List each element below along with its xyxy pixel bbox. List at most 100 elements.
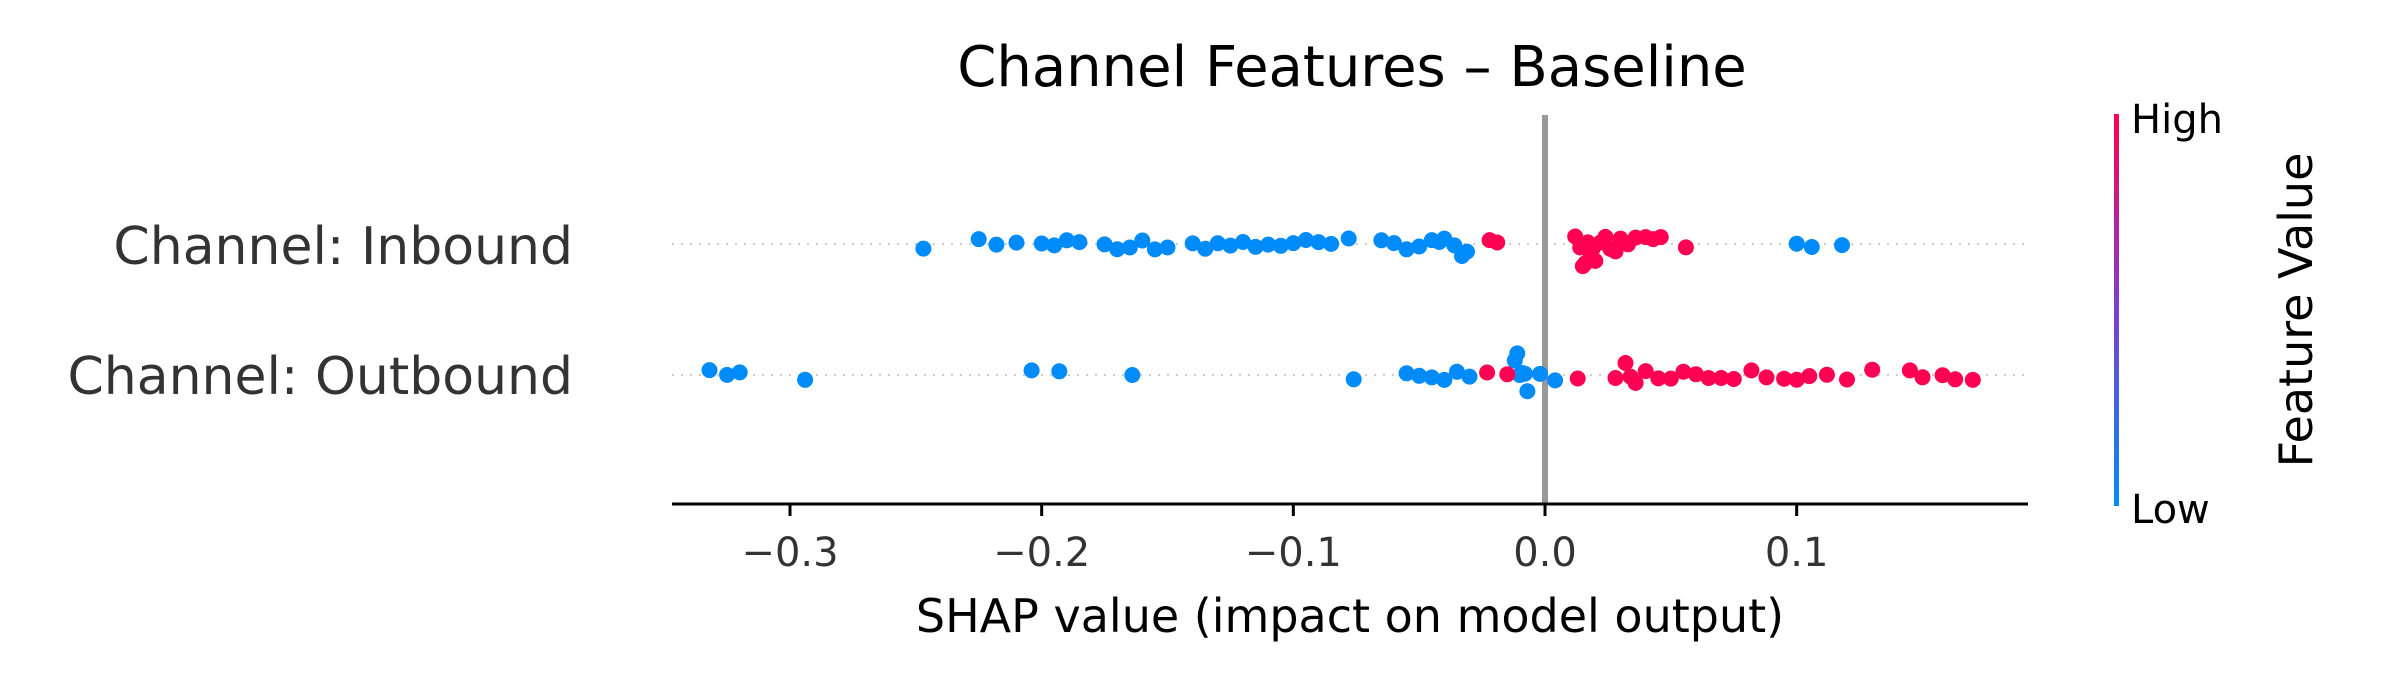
point-outbound-high xyxy=(1947,371,1964,388)
point-outbound-high xyxy=(1713,370,1730,386)
point-inbound-high xyxy=(1597,228,1614,245)
point-inbound-low xyxy=(970,231,987,248)
point-outbound-high xyxy=(1607,370,1624,386)
point-outbound-high xyxy=(1758,369,1775,386)
data-points xyxy=(701,228,1981,400)
point-inbound-low xyxy=(1247,238,1264,255)
x-tick-label: −0.1 xyxy=(1245,530,1342,576)
point-outbound-high xyxy=(1617,355,1634,371)
point-inbound-low xyxy=(1134,232,1151,249)
point-outbound-high xyxy=(1801,368,1818,385)
point-outbound-high xyxy=(1901,362,1918,379)
point-inbound-low xyxy=(1159,239,1176,256)
point-inbound-low xyxy=(1310,234,1327,251)
colorbar: High Low Feature Value xyxy=(2114,97,2323,533)
point-outbound-low xyxy=(1124,367,1141,383)
point-outbound-low xyxy=(1423,369,1440,386)
point-outbound-high xyxy=(1627,374,1644,391)
point-outbound-high xyxy=(1776,370,1793,387)
point-inbound-high xyxy=(1587,252,1604,269)
point-outbound-low xyxy=(1461,368,1478,385)
point-outbound-low xyxy=(701,362,718,379)
point-inbound-low xyxy=(1046,237,1063,254)
point-inbound-low xyxy=(1323,235,1340,252)
point-outbound-low xyxy=(1411,367,1428,384)
point-outbound-high xyxy=(1788,371,1805,388)
point-outbound-low xyxy=(1532,365,1548,382)
point-inbound-low xyxy=(1272,237,1289,254)
point-inbound-high xyxy=(1652,229,1669,246)
x-tick-label: −0.2 xyxy=(993,530,1090,576)
point-outbound-high xyxy=(1700,370,1717,386)
point-outbound-high xyxy=(1479,364,1496,381)
colorbar-title: Feature Value xyxy=(2269,153,2323,468)
point-inbound-low xyxy=(1184,235,1201,252)
point-outbound-high xyxy=(1499,366,1516,383)
point-outbound-high xyxy=(1743,362,1760,379)
point-inbound-low xyxy=(1373,232,1390,249)
point-inbound-low xyxy=(1411,238,1428,255)
point-outbound-high xyxy=(1637,363,1654,380)
feature-labels: Channel: Inbound Channel: Outbound xyxy=(67,217,573,407)
point-outbound-low xyxy=(1516,365,1533,382)
point-outbound-high xyxy=(1864,361,1881,378)
x-ticks: −0.3 −0.2 −0.1 0.0 0.1 xyxy=(741,504,1828,576)
point-inbound-high xyxy=(1489,234,1506,251)
point-inbound-low xyxy=(1071,234,1088,251)
point-inbound-low xyxy=(1008,234,1025,251)
x-tick-label: 0.0 xyxy=(1513,530,1577,576)
point-outbound-high xyxy=(1839,371,1855,388)
chart-title: Channel Features – Baseline xyxy=(957,35,1747,100)
point-outbound-low xyxy=(719,366,736,383)
point-inbound-low xyxy=(1834,237,1850,254)
point-inbound-low xyxy=(1033,235,1050,252)
point-outbound-low xyxy=(1398,365,1415,382)
point-outbound-high xyxy=(1818,366,1835,383)
point-inbound-low xyxy=(1285,235,1302,252)
feature-label-outbound: Channel: Outbound xyxy=(67,347,573,407)
point-inbound-low xyxy=(1788,235,1805,252)
point-inbound-low xyxy=(1459,243,1475,260)
point-inbound-low xyxy=(1398,241,1415,258)
point-inbound-high xyxy=(1607,243,1624,260)
point-outbound-low xyxy=(1519,383,1536,400)
point-inbound-low xyxy=(1297,232,1314,248)
point-outbound-high xyxy=(1675,363,1692,380)
point-outbound-low xyxy=(1509,345,1526,362)
point-inbound-low xyxy=(1260,236,1277,253)
point-outbound-low xyxy=(731,364,748,381)
point-inbound-high xyxy=(1677,239,1694,256)
point-inbound-low xyxy=(1386,235,1402,252)
point-inbound-low xyxy=(1340,230,1357,247)
point-inbound-low xyxy=(1803,239,1820,255)
point-inbound-low xyxy=(1197,240,1214,257)
point-inbound-low xyxy=(1146,241,1163,258)
point-outbound-high xyxy=(1688,366,1704,383)
point-outbound-high xyxy=(1914,369,1931,386)
point-inbound-low xyxy=(1235,234,1251,250)
point-outbound-low xyxy=(1023,362,1040,379)
point-outbound-low xyxy=(1436,371,1453,388)
feature-label-inbound: Channel: Inbound xyxy=(113,217,573,277)
point-outbound-low xyxy=(1345,371,1362,388)
colorbar-high-label: High xyxy=(2131,97,2223,143)
point-inbound-low xyxy=(1121,239,1138,256)
point-outbound-high xyxy=(1964,371,1981,388)
point-inbound-low xyxy=(915,240,932,257)
point-outbound-high xyxy=(1934,367,1951,384)
point-inbound-low xyxy=(1209,235,1226,252)
point-outbound-high xyxy=(1569,370,1586,387)
point-outbound-low xyxy=(797,371,814,388)
point-inbound-low xyxy=(988,236,1005,253)
x-tick-label: −0.3 xyxy=(741,530,838,576)
point-outbound-high xyxy=(1725,371,1742,387)
point-outbound-high xyxy=(1650,370,1667,387)
point-outbound-low xyxy=(1547,372,1564,389)
point-outbound-low xyxy=(1448,363,1465,380)
x-axis-label: SHAP value (impact on model output) xyxy=(916,589,1784,643)
point-inbound-low xyxy=(1109,241,1126,258)
row-guides xyxy=(672,243,2028,376)
point-outbound-low xyxy=(1051,363,1068,380)
x-tick-label: 0.1 xyxy=(1765,530,1829,576)
